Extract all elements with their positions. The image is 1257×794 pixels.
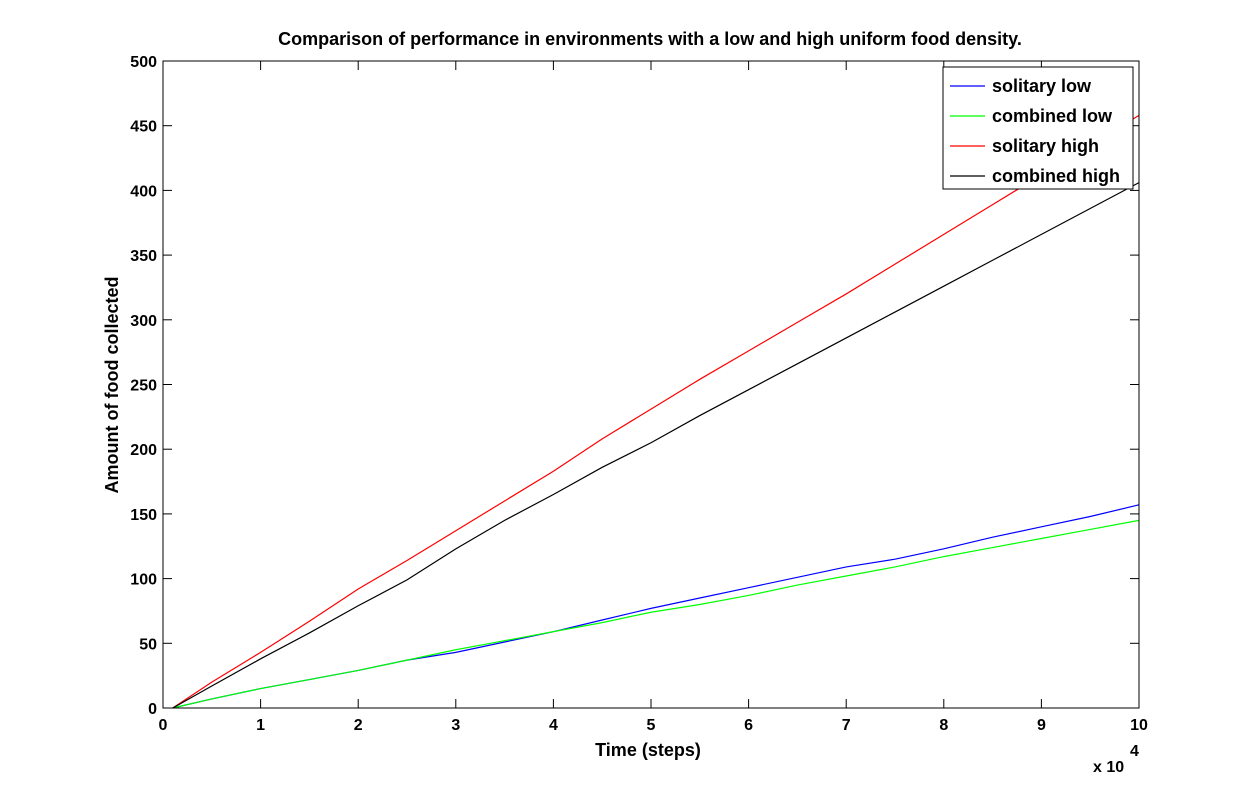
x-axis-multiplier: x 10 (1093, 759, 1124, 776)
legend-entries: solitary low combined low solitary high com… (950, 76, 1120, 186)
y-tick-label: 250 (130, 378, 157, 395)
legend-box (942, 66, 1134, 190)
x-axis-title: Time (steps) (595, 740, 701, 760)
x-tick-label: 2 (354, 717, 363, 734)
series-line-combined-high (172, 182, 1140, 709)
y-tick-label: 200 (130, 442, 157, 459)
x-axis-multiplier-exponent: 4 (1130, 743, 1139, 760)
x-tick-label: 4 (549, 717, 558, 734)
x-tick-label: 3 (451, 717, 460, 734)
y-tick-label: 100 (130, 572, 157, 589)
y-tick-label: 300 (130, 313, 157, 330)
x-tick-label: 7 (842, 717, 851, 734)
y-tick-label: 150 (130, 507, 157, 524)
x-tick-label: 5 (647, 717, 656, 734)
y-axis-title: Amount of food collected (102, 277, 122, 494)
legend: solitary low combined low solitary high com… (942, 66, 1134, 190)
chart-title: Comparison of performance in environment… (278, 29, 1022, 49)
y-tick-label: 350 (130, 248, 157, 265)
series-line-combined-low (172, 519, 1140, 709)
legend-label: combined low (992, 106, 1113, 126)
y-tick-label: 400 (130, 183, 157, 200)
legend-label: combined high (992, 166, 1120, 186)
x-tick-label: 8 (939, 717, 948, 734)
y-tick-label: 50 (139, 636, 157, 653)
x-tick-label: 0 (159, 717, 168, 734)
series-line-solitary-high (172, 114, 1140, 709)
x-tick-label: 10 (1130, 717, 1148, 734)
y-tick-label: 500 (130, 54, 157, 71)
legend-label: solitary low (992, 76, 1092, 96)
series-layer (172, 114, 1140, 709)
legend-label: solitary high (992, 136, 1099, 156)
x-tick-label: 9 (1037, 717, 1046, 734)
x-tick-label: 6 (744, 717, 753, 734)
y-tick-label: 0 (148, 701, 157, 718)
x-tick-label: 1 (256, 717, 265, 734)
y-tick-label: 450 (130, 119, 157, 136)
